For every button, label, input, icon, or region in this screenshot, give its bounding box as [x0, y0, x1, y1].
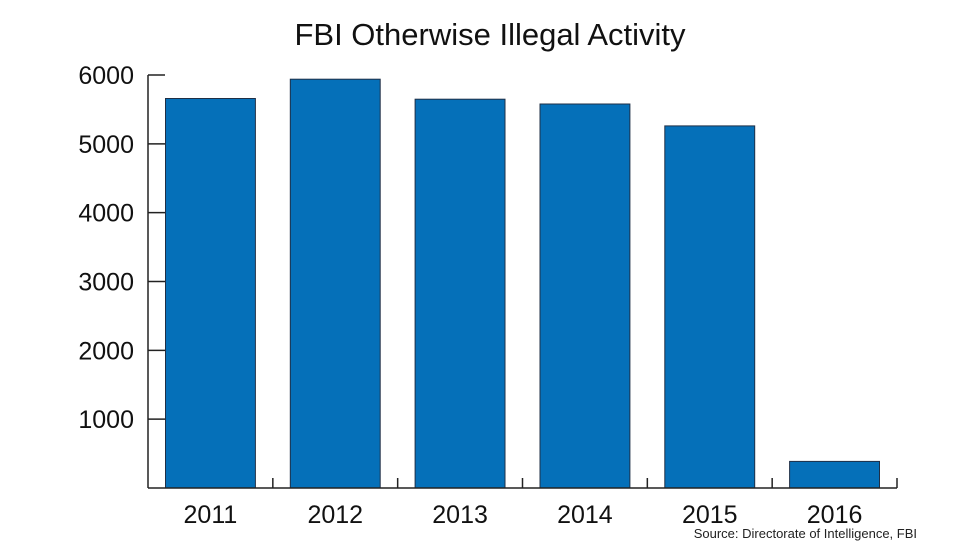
x-axis: 2011 2012 2013 2014 2015 2016: [148, 478, 898, 529]
y-tick-label: 5000: [78, 131, 134, 159]
x-tick-label: 2016: [807, 501, 863, 529]
y-tick-label: 6000: [78, 62, 134, 90]
x-tick-label: 2012: [307, 501, 363, 529]
chart-title: FBI Otherwise Illegal Activity: [294, 17, 686, 52]
y-tick-label: 4000: [78, 200, 134, 228]
x-tick-label: 2011: [184, 501, 238, 529]
bar-2011: [165, 98, 256, 489]
bars: [165, 78, 880, 489]
y-tick-label: 1000: [78, 406, 134, 434]
x-tick-label: 2013: [432, 501, 488, 529]
bar-2014: [539, 103, 631, 489]
x-tick-label: 2015: [682, 501, 738, 529]
bar-2012: [289, 78, 381, 489]
bar-2016: [789, 460, 880, 489]
bar-2015: [664, 125, 756, 489]
y-tick-label: 3000: [78, 269, 134, 297]
bar-2013: [414, 98, 506, 489]
x-tick-label: 2014: [557, 501, 613, 529]
source-note: Source: Directorate of Intelligence, FBI: [694, 526, 917, 541]
y-axis: 1000 2000 3000 4000 5000 6000: [78, 62, 165, 488]
y-tick-label: 2000: [78, 337, 134, 365]
